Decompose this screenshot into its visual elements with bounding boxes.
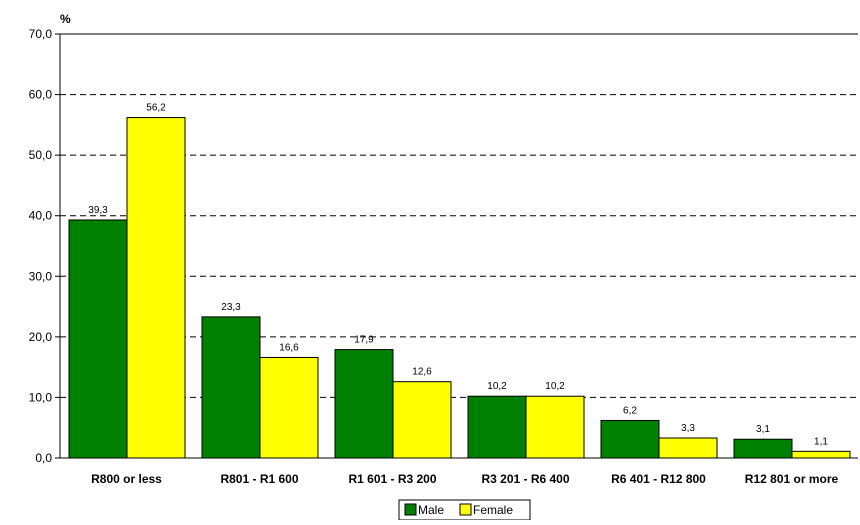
x-category-label: R800 or less (91, 472, 162, 486)
data-label-female: 3,3 (681, 423, 695, 434)
bar-male (600, 419, 660, 459)
bar-female (525, 395, 585, 459)
data-label-male: 17,9 (354, 335, 374, 346)
data-label-female: 56,2 (146, 103, 166, 114)
data-label-male: 23,3 (221, 302, 241, 313)
data-label-female: 1,1 (814, 436, 828, 447)
legend-swatch-male (404, 503, 417, 516)
y-tick-label: 0,0 (35, 451, 52, 465)
bar-female (658, 437, 718, 459)
bar-male (334, 349, 394, 459)
bar-male (201, 316, 261, 459)
bar-female (392, 381, 452, 459)
y-tick-label: 30,0 (29, 269, 53, 283)
x-category-label: R3 201 - R6 400 (481, 472, 569, 486)
legend-label-male: Male (418, 503, 444, 517)
data-label-male: 3,1 (756, 424, 770, 435)
bar-female (259, 356, 319, 459)
y-tick-label: 70,0 (29, 27, 53, 41)
y-tick-label: 50,0 (29, 148, 53, 162)
bar-female (126, 117, 186, 459)
data-label-male: 39,3 (88, 205, 108, 216)
data-label-male: 10,2 (487, 381, 507, 392)
y-tick-label: 60,0 (29, 88, 53, 102)
data-label-female: 16,6 (279, 342, 299, 353)
data-label-male: 6,2 (623, 405, 637, 416)
y-tick-label: 10,0 (29, 390, 53, 404)
bar-female (791, 450, 851, 459)
data-label-female: 12,6 (412, 367, 432, 378)
y-tick-label: 40,0 (29, 209, 53, 223)
data-label-female: 10,2 (545, 381, 565, 392)
x-category-label: R6 401 - R12 800 (611, 472, 706, 486)
y-tick-label: 20,0 (29, 330, 53, 344)
bar-male (467, 395, 527, 459)
bar-male (68, 219, 128, 459)
x-category-label: R1 601 - R3 200 (348, 472, 436, 486)
y-axis-unit-label: % (60, 12, 71, 26)
x-category-label: R801 - R1 600 (220, 472, 298, 486)
legend-label-female: Female (473, 503, 513, 517)
x-category-label: R12 801 or more (745, 472, 839, 486)
bar-male (733, 438, 793, 459)
legend-swatch-female (459, 503, 472, 516)
